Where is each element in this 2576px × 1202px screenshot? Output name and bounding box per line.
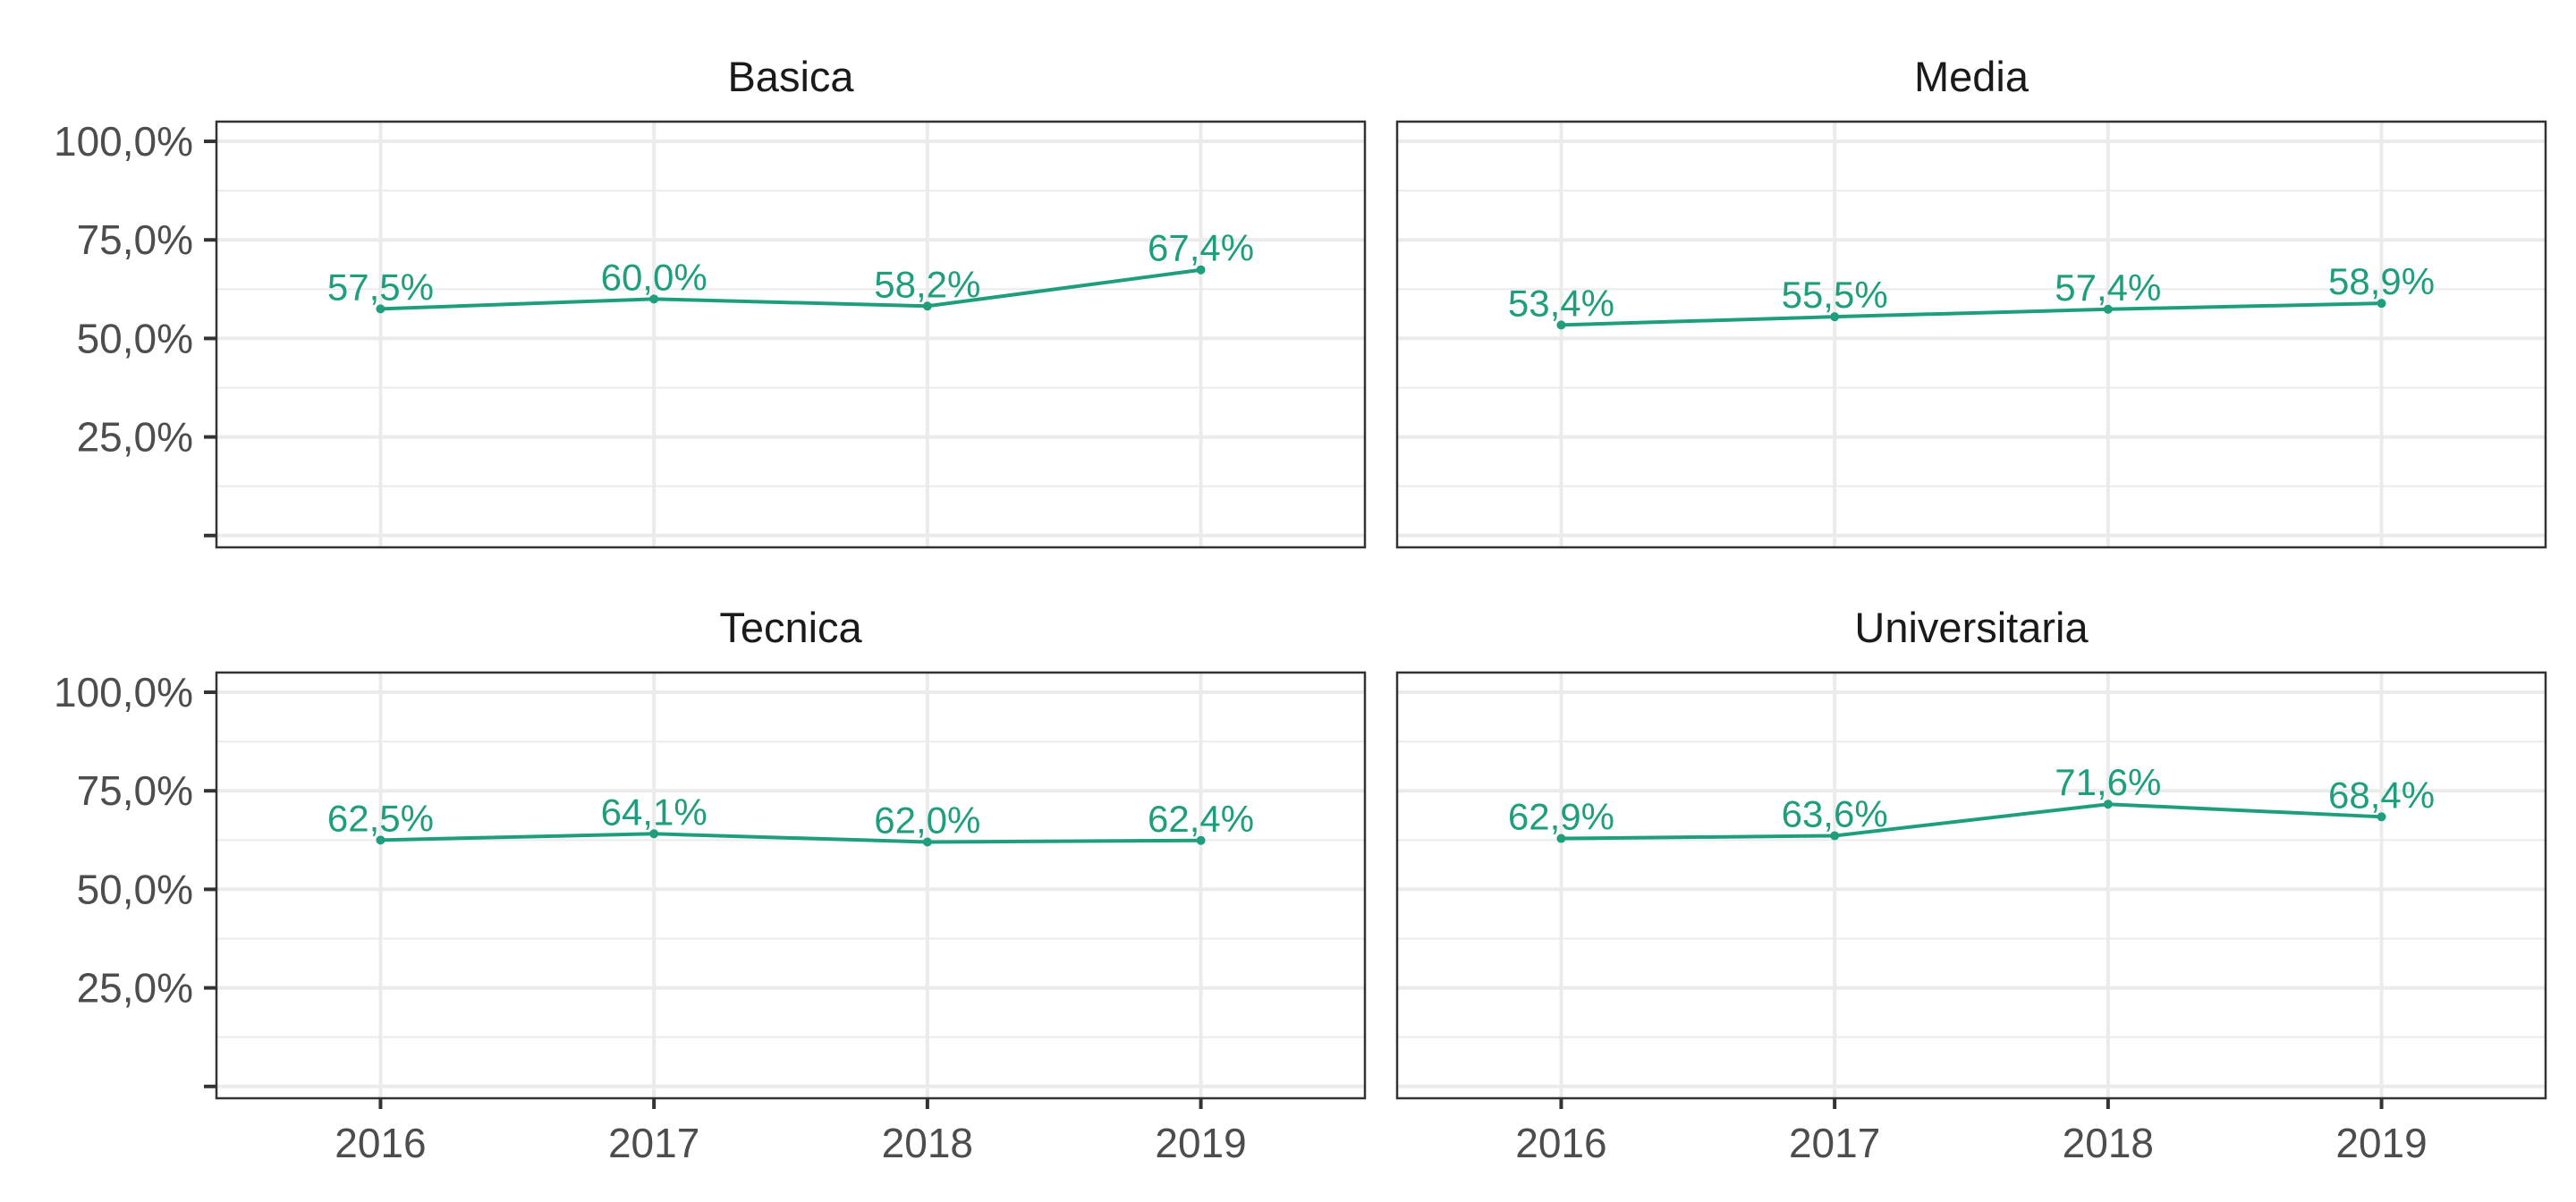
x-tick-label: 2019 [2335,1120,2427,1166]
data-label: 58,9% [2328,260,2435,302]
panel-media: 53,4% 55,5% 57,4% 58,9% Media [1395,53,2547,549]
y-tick-label: 25,0% [77,414,193,461]
panel-tecnica: 62,5% 64,1% 62,0% 62,4% Tecnica [215,604,1367,1100]
data-point [2377,299,2386,309]
data-point [922,301,932,311]
panel-universitaria: 62,9% 63,6% 71,6% 68,4% Universitaria [1395,604,2547,1100]
data-point [1830,831,1840,841]
data-point [1556,320,1566,330]
x-tick-label: 2017 [608,1120,699,1166]
data-point [376,835,386,845]
x-tick-label: 2018 [2063,1120,2154,1166]
data-label: 64,1% [601,791,708,833]
y-tick-label: 100,0% [54,669,193,715]
data-label: 62,9% [1508,796,1614,838]
data-point [376,304,386,314]
x-tick-label: 2019 [1155,1120,1246,1166]
data-label: 57,5% [327,266,434,308]
data-label: 71,6% [2055,761,2161,803]
x-tick-label: 2018 [882,1120,973,1166]
data-label: 58,2% [874,263,980,305]
data-point [1556,834,1566,843]
panel-border [215,671,1367,1100]
panels-layer: 57,5% 60,0% 58,2% 67,4% Basica 53,4% 55,5% 57,4… [215,53,2547,1100]
data-label: 53,4% [1508,282,1614,324]
data-point [922,837,932,847]
data-label: 68,4% [2328,774,2435,816]
x-tick-label: 2016 [1515,1120,1606,1166]
data-label: 55,5% [1782,274,1888,316]
y-tick-label: 100,0% [54,118,193,165]
data-label: 67,4% [1148,227,1254,269]
panel-basica: 57,5% 60,0% 58,2% 67,4% Basica [215,53,1367,549]
data-label: 62,4% [1148,798,1254,840]
y-tick-label: 75,0% [77,767,193,814]
data-point [2103,304,2113,314]
data-point [649,829,659,839]
data-label: 62,5% [327,797,434,839]
data-point [2103,800,2113,809]
axes-layer: 25,0% 50,0% 75,0% 100,0% 25,0% 50,0% 75,0% 100,… [54,118,2428,1166]
x-tick-label: 2016 [335,1120,426,1166]
panel-border [1395,671,2547,1100]
data-point [649,294,659,304]
panel-title: Universitaria [1854,604,2089,651]
y-tick-label: 50,0% [77,866,193,912]
y-tick-label: 75,0% [77,216,193,263]
data-point [1830,312,1840,322]
series-line [1561,802,2382,841]
panel-title: Basica [727,53,854,100]
series-line [1561,301,2382,327]
data-point [1196,265,1206,275]
x-tick-label: 2017 [1789,1120,1880,1166]
panel-title: Tecnica [719,604,862,651]
panel-border [215,120,1367,549]
data-point [2377,812,2386,822]
series-line [380,832,1201,844]
data-label: 63,6% [1782,792,1888,834]
data-label: 62,0% [874,800,980,842]
panel-border [1395,120,2547,549]
data-label: 60,0% [601,256,708,298]
panel-title: Media [1914,53,2029,100]
y-tick-label: 50,0% [77,315,193,361]
data-label: 57,4% [2055,267,2161,309]
data-point [1196,835,1206,845]
y-tick-label: 25,0% [77,965,193,1012]
series-line [380,267,1201,311]
